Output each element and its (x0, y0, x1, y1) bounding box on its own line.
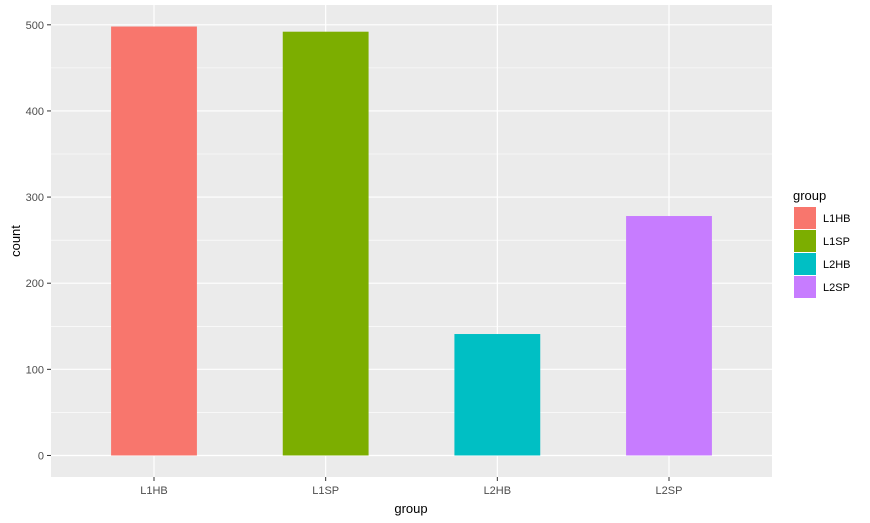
legend-swatch-l2sp (794, 276, 816, 298)
x-axis-ticks: L1HB L1SP L2HB L2SP (140, 477, 682, 497)
legend-swatch-l1sp (794, 230, 816, 252)
y-tick-label: 100 (26, 364, 44, 376)
legend-swatch-l1hb (794, 207, 816, 229)
y-tick-label: 200 (26, 278, 44, 290)
bar-l1hb (111, 26, 197, 456)
y-tick-label: 500 (26, 20, 44, 32)
x-axis-title: group (394, 501, 427, 516)
legend-swatch-l2hb (794, 253, 816, 275)
y-tick-label: 300 (26, 192, 44, 204)
legend-label-l2sp: L2SP (823, 282, 850, 294)
legend-label-l2hb: L2HB (823, 259, 851, 271)
bars (111, 26, 712, 456)
legend-label-l1hb: L1HB (823, 213, 851, 225)
x-tick-label: L1SP (312, 485, 339, 497)
bar-l2sp (626, 216, 712, 456)
legend-label-l1sp: L1SP (823, 236, 850, 248)
legend: group L1HB L1SP L2HB L2SP (793, 188, 851, 298)
y-axis-title: count (8, 225, 23, 257)
x-tick-label: L2HB (484, 485, 512, 497)
legend-title: group (793, 188, 826, 203)
y-tick-label: 400 (26, 106, 44, 118)
y-tick-label: 0 (38, 450, 44, 462)
x-tick-label: L2SP (656, 485, 683, 497)
bar-l2hb (454, 334, 541, 456)
y-axis-ticks: 0 100 200 300 400 500 (26, 20, 51, 462)
bar-l1sp (282, 31, 369, 456)
x-tick-label: L1HB (140, 485, 168, 497)
